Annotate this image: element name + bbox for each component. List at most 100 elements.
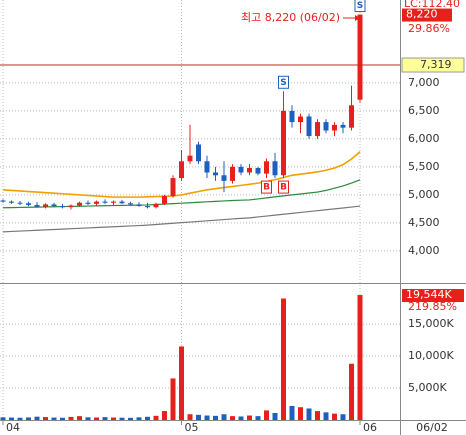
candle-body	[128, 203, 133, 205]
candle-body	[111, 201, 116, 203]
date-label: 06/02	[416, 421, 448, 434]
candle-body	[340, 124, 346, 128]
y-tick-label: 7,000	[408, 76, 440, 89]
buy-signal: B	[263, 183, 270, 193]
candle-body	[145, 206, 150, 208]
volume-bar	[170, 378, 176, 420]
sell-signal-box	[354, 0, 366, 13]
volume-bar	[68, 416, 74, 420]
candle-body	[204, 161, 210, 173]
volume-bar	[17, 417, 23, 420]
volume-bar	[179, 346, 184, 420]
candle-body	[247, 168, 252, 173]
candle-body	[43, 204, 48, 207]
volume-bar	[264, 410, 269, 420]
volume-bar	[255, 416, 261, 420]
sell-signal-box	[278, 75, 289, 89]
candle-body	[357, 14, 363, 100]
y-tick-label: 6,500	[408, 104, 440, 117]
volume-bar	[0, 417, 6, 420]
volume-bar	[94, 417, 99, 420]
volume-bar	[230, 416, 235, 420]
volume-bar	[9, 417, 14, 420]
candle-body	[255, 168, 261, 174]
volume-bar	[323, 412, 329, 420]
candle-body	[196, 144, 201, 162]
volume-bar	[26, 417, 31, 420]
candle-body	[85, 202, 91, 204]
volume-bar	[162, 411, 167, 420]
volume-bar	[204, 415, 210, 420]
y-tick-label: 15,000K	[408, 317, 454, 330]
last-volume-label: 19,544K	[406, 288, 452, 301]
candle-body	[170, 178, 176, 196]
volume-bar	[349, 363, 354, 420]
moving-average-line	[2, 151, 361, 198]
reference-box	[401, 57, 465, 73]
candle-body	[332, 124, 337, 131]
volume-bar	[77, 416, 82, 420]
volume-bar	[332, 413, 337, 420]
volume-bar	[298, 407, 303, 420]
volume-bar	[51, 417, 57, 420]
buy-signal: B	[280, 183, 287, 193]
last-price-label: 8,220	[406, 8, 438, 21]
volume-bar	[34, 416, 40, 420]
volume-bar	[128, 417, 133, 420]
volume-bar	[272, 412, 278, 420]
volume-bar	[102, 417, 108, 420]
volume-bar	[136, 417, 142, 420]
volume-bar	[119, 417, 125, 420]
candle-body	[289, 110, 295, 123]
volume-bar	[357, 295, 363, 420]
candle-body	[221, 175, 227, 181]
candle-body	[17, 202, 23, 204]
y-tick-label: 4,500	[408, 216, 440, 229]
volume-bar	[43, 417, 48, 420]
candle-body	[230, 166, 235, 181]
candle-body	[306, 116, 312, 137]
volume-bar	[289, 405, 295, 420]
y-tick-label: 4,000	[408, 244, 440, 257]
candle-body	[298, 116, 303, 123]
volume-bar	[145, 416, 150, 420]
candle-body	[315, 122, 320, 137]
sell-signal: S	[357, 1, 363, 11]
x-tick-label: 06	[363, 421, 377, 434]
candle-body	[0, 200, 6, 202]
candle-body	[51, 204, 57, 207]
candle-body	[281, 110, 286, 176]
volume-bar	[315, 411, 320, 420]
candle-body	[26, 203, 31, 205]
indicator-label: LC:112.40	[404, 0, 460, 10]
candle-body	[119, 201, 125, 204]
y-tick-label: 6,000	[408, 132, 440, 145]
last-price-box	[402, 8, 452, 22]
candle-body	[323, 122, 329, 131]
volume-bar	[196, 414, 201, 420]
candle-body	[264, 161, 269, 174]
candle-body	[102, 201, 108, 203]
candle-body	[68, 205, 74, 208]
y-tick-label: 10,000K	[408, 349, 454, 362]
volume-bar	[111, 417, 116, 420]
candle-body	[77, 202, 82, 206]
volume-bar	[153, 415, 159, 420]
volume-bar	[213, 415, 218, 420]
candle-body	[153, 203, 159, 208]
volume-bar	[60, 417, 65, 420]
candle-body	[272, 161, 278, 176]
buy-signal-box	[278, 180, 289, 194]
volume-bar	[281, 298, 286, 420]
candle-body	[162, 196, 167, 204]
candle-body	[179, 161, 184, 179]
volume-bar	[238, 416, 244, 420]
x-tick-label: 05	[185, 421, 199, 434]
high-annotation: 최고 8,220 (06/02)	[241, 11, 340, 24]
x-tick-label: 04	[6, 421, 20, 434]
last-volume-box	[402, 289, 464, 303]
moving-average-line	[2, 205, 361, 233]
volume-bar	[306, 408, 312, 420]
volume-change-label: 219.85%	[408, 300, 457, 313]
